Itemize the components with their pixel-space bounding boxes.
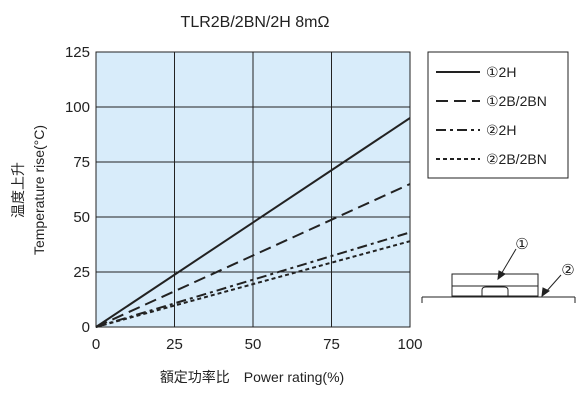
pointer-1-arrowhead [497, 270, 506, 281]
y-tick-labels: 0 25 50 75 100 125 [65, 44, 90, 336]
diagram-label-1: ① [515, 236, 528, 253]
y-tick-label: 50 [73, 209, 90, 226]
x-tick-label: 25 [166, 336, 183, 353]
series-line-2 [95, 183, 411, 328]
x-axis-label: 額定功率比 Power rating(%) [160, 369, 344, 385]
y-tick-label: 0 [82, 319, 90, 336]
legend-label-3: ②2H [486, 122, 516, 138]
resistor-body [451, 273, 539, 297]
x-tick-labels: 0 25 50 75 100 [92, 336, 423, 353]
resistor-element [481, 286, 509, 296]
legend-label-1: ①2H [486, 64, 516, 80]
legend-label-2: ①2B/2BN [486, 93, 547, 109]
grid-lines [96, 52, 410, 327]
y-axis-label-cn: 温度上升 [10, 162, 26, 218]
x-tick-label: 100 [397, 336, 422, 353]
series-lines [95, 117, 411, 328]
x-tick-label: 75 [323, 336, 340, 353]
legend: ①2H ①2B/2BN ②2H ②2B/2BN [427, 51, 569, 179]
pointer-1-line [499, 248, 517, 277]
y-tick-label: 75 [73, 154, 90, 171]
pointer-2-arrowhead [541, 287, 550, 298]
y-tick-label: 100 [65, 99, 90, 116]
y-axis-label-en: Temperature rise(°C) [31, 125, 47, 255]
resistor-diagram [421, 248, 576, 303]
series-line-1 [95, 117, 411, 328]
series-line-4 [95, 240, 411, 328]
legend-box [427, 51, 569, 179]
series-line-3 [95, 231, 411, 328]
legend-label-4: ②2B/2BN [486, 151, 547, 167]
y-tick-label: 25 [73, 264, 90, 281]
y-tick-label: 125 [65, 44, 90, 61]
x-tick-label: 0 [92, 336, 100, 353]
chart-title: TLR2B/2BN/2H 8mΩ [181, 14, 330, 31]
x-tick-label: 50 [245, 336, 262, 353]
diagram-label-2: ② [561, 262, 574, 279]
